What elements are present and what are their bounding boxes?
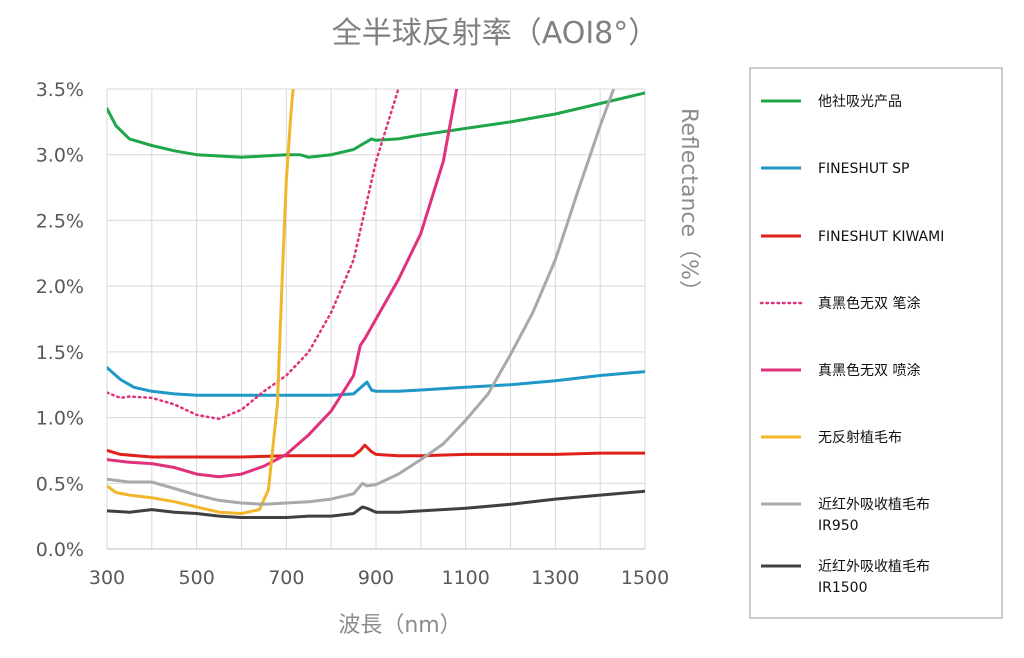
legend-box [749,67,1003,619]
legend-label-1: 他社吸光产品 [818,94,902,110]
y-tick-label: 1.0% [36,408,84,430]
chart-title: 全半球反射率（AOI8°） [332,16,659,51]
legend-label-6: 无反射植毛布 [818,430,902,446]
x-tick-label: 1500 [621,567,669,589]
y-tick-label: 3.5% [36,79,84,101]
x-tick-label: 900 [358,567,394,589]
series-line-6 [107,89,295,515]
x-tick-label: 300 [89,567,125,589]
legend-label-8: 近红外吸收植毛布 [818,559,930,575]
series-line-3 [107,443,645,459]
legend-label-5: 真黑色无双 喷涂 [818,362,920,379]
legend-label-7-line2: IR950 [818,518,859,534]
legend: 他社吸光产品 FINESHUT SP FINESHUT KIWAMI 真黑色无双 笔涂… [749,67,1003,619]
axes: 0.0% 0.5% 1.0% 1.5% 2.0% 2.5% 3.0% 3.5% 300 500 70… [36,79,669,589]
series-line-4 [107,89,400,421]
y-axis-title: Reflectance（%） [676,108,701,302]
y-tick-label: 2.0% [36,276,84,298]
series-line-1 [107,91,645,159]
y-tick-label: 1.5% [36,342,84,364]
x-tick-label: 700 [268,567,304,589]
series-line-5 [107,89,459,479]
x-tick-label: 500 [179,567,215,589]
series-lines [107,89,645,519]
legend-label-3: FINESHUT KIWAMI [818,229,944,245]
y-tick-label: 2.5% [36,210,84,232]
legend-label-2: FINESHUT SP [818,161,910,177]
series-line-8 [107,489,645,519]
x-tick-label: 1100 [441,567,489,589]
y-tick-label: 0.5% [36,473,84,495]
y-tick-label: 0.0% [36,539,84,561]
legend-label-4: 真黑色无双 笔涂 [818,295,920,312]
legend-label-7: 近红外吸收植毛布 [818,497,930,513]
y-tick-label: 3.0% [36,145,84,167]
legend-label-8-line2: IR1500 [818,580,868,596]
x-tick-label: 1300 [531,567,579,589]
x-axis-title: 波長（nm） [338,613,461,638]
series-line-7 [107,89,616,506]
